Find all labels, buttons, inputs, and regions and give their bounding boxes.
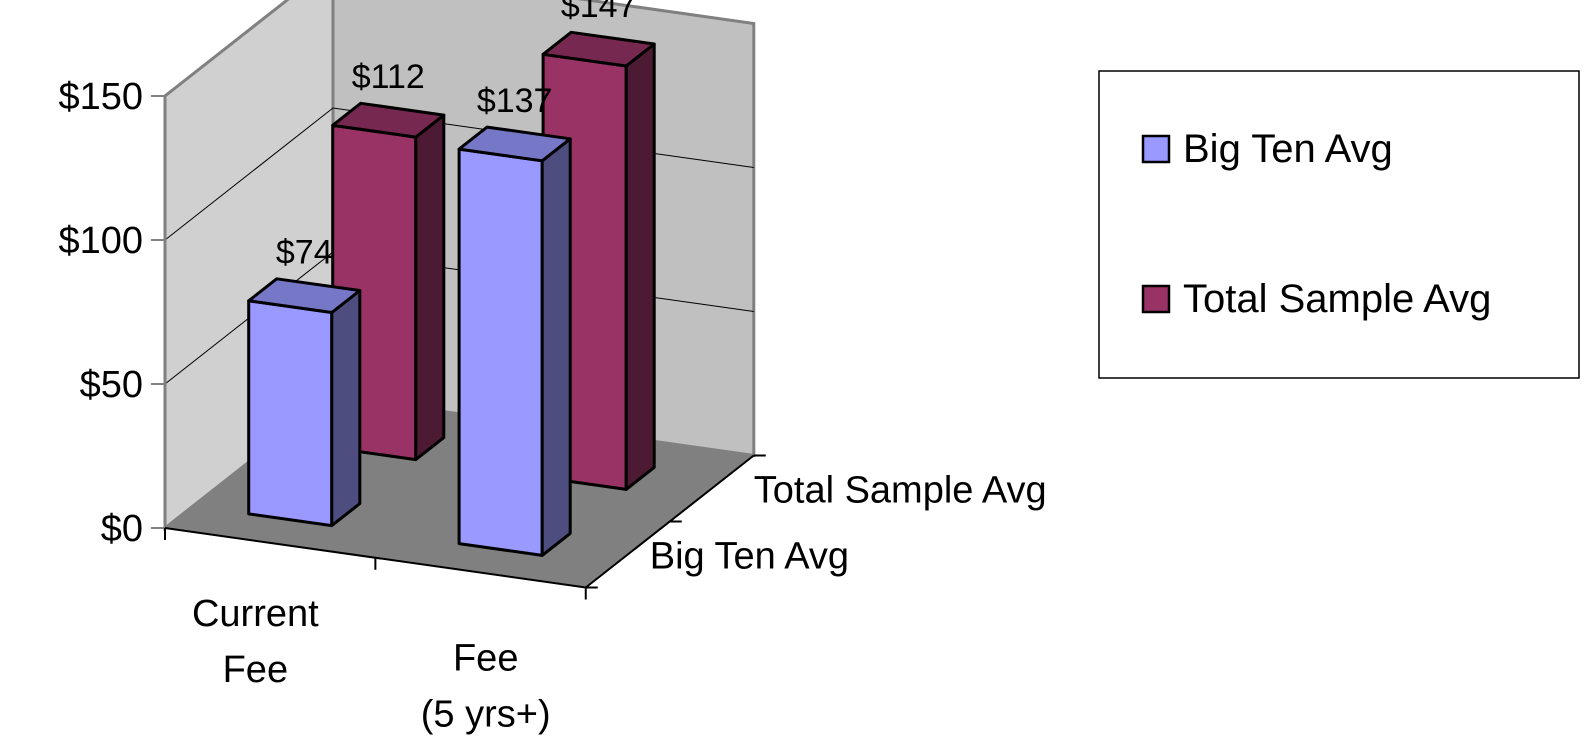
bar-big-ten-avg-1 bbox=[247, 277, 362, 528]
legend-swatch bbox=[1141, 134, 1171, 164]
category-label: Fee bbox=[453, 638, 518, 680]
legend-swatch bbox=[1141, 284, 1171, 314]
bar-top-face bbox=[457, 125, 572, 163]
data-label: $74 bbox=[276, 234, 333, 272]
bar-side-face bbox=[624, 42, 656, 491]
legend: Big Ten Avg Total Sample Avg bbox=[1098, 70, 1580, 379]
legend-label: Total Sample Avg bbox=[1183, 277, 1491, 321]
bar-front-face bbox=[247, 299, 334, 528]
y-tick-label: $50 bbox=[80, 364, 143, 406]
depth-axis-label: Total Sample Avg bbox=[754, 470, 1047, 512]
y-tick-label: $0 bbox=[101, 508, 143, 550]
bar-top-face bbox=[331, 101, 446, 139]
legend-label: Big Ten Avg bbox=[1183, 127, 1393, 171]
category-label: (5 yrs+) bbox=[421, 694, 551, 735]
legend-box bbox=[1098, 70, 1580, 379]
y-tick-label: $100 bbox=[58, 220, 143, 262]
y-tick-label: $150 bbox=[58, 76, 143, 118]
bar-side-face bbox=[540, 137, 572, 557]
bar-side-face bbox=[330, 289, 362, 528]
bar-side-face bbox=[414, 113, 446, 462]
data-label: $112 bbox=[352, 58, 425, 96]
bar-front-face bbox=[457, 147, 544, 557]
bar-big-ten-avg-2 bbox=[457, 125, 572, 557]
category-label: Fee bbox=[223, 649, 288, 691]
depth-axis-label: Big Ten Avg bbox=[650, 536, 849, 578]
bar-top-face bbox=[541, 30, 656, 68]
data-label: $147 bbox=[561, 0, 637, 25]
data-label: $137 bbox=[477, 82, 553, 120]
category-label: Current bbox=[192, 593, 319, 635]
bar-top-face bbox=[247, 277, 362, 314]
